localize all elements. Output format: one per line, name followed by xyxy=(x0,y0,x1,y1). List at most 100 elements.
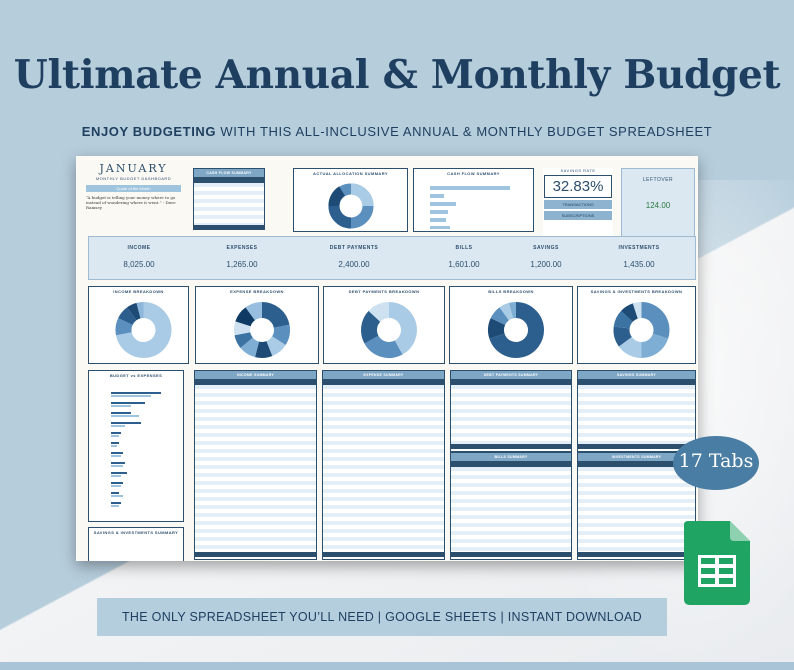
google-sheets-icon xyxy=(684,521,750,605)
bills-breakdown-title: BILLS BREAKDOWN xyxy=(488,289,534,294)
quote-label: Quote of the Month xyxy=(86,185,181,192)
leftover-label: LEFTOVER xyxy=(642,177,674,183)
bills-breakdown-card: BILLS BREAKDOWN xyxy=(449,286,573,364)
savings-rate-value: 32.83% xyxy=(544,175,612,198)
donut-slice xyxy=(234,321,251,336)
cash-flow-chart-card: CASH FLOW SUMMARY xyxy=(413,168,534,232)
debt-breakdown-title: DEBT PAYMENTS BREAKDOWN xyxy=(348,289,420,294)
donut-slice xyxy=(235,307,256,327)
donut-slice xyxy=(255,340,273,358)
savings-investments-breakdown-donut xyxy=(613,302,670,358)
donut-slice xyxy=(618,336,643,358)
bills-summary-title: BILLS SUMMARY xyxy=(451,453,571,461)
donut-slice xyxy=(364,335,403,358)
debt-summary-table: DEBT PAYMENTS SUMMARY xyxy=(450,370,572,452)
cash-flow-summary-card: CASH FLOW SUMMARY xyxy=(193,168,265,230)
donut-slice xyxy=(488,318,506,339)
donut-slice xyxy=(245,302,263,321)
cash-flow-chart-title: CASH FLOW SUMMARY xyxy=(447,171,500,176)
savings-rate-box: SAVINGS RATE 32.83% TRANSACTIONS SUBSCRI… xyxy=(543,168,613,236)
donut-slice xyxy=(499,302,514,321)
income-summary-title: INCOME SUMMARY xyxy=(195,371,316,379)
investments-summary-table: INVESTMENTS SUMMARY xyxy=(577,452,696,560)
footer-text: THE ONLY SPREADSHEET YOU’LL NEED | GOOGL… xyxy=(122,610,642,624)
tabs-badge: 17 Tabs xyxy=(673,436,759,490)
donut-slice xyxy=(240,337,260,358)
donut-slice xyxy=(261,302,290,329)
cash-flow-summary-title: CASH FLOW SUMMARY xyxy=(194,169,264,177)
bills-breakdown-donut xyxy=(488,302,544,358)
donut-slice xyxy=(115,318,133,336)
donut-slice xyxy=(640,333,669,358)
stat-debt-payments: DEBT PAYMENTS 2,400.00 xyxy=(329,245,379,269)
donut-slice xyxy=(265,335,286,357)
donut-slice xyxy=(271,324,290,346)
subline-bold: ENJOY BUDGETING xyxy=(81,124,217,139)
savings-summary-table: SAVINGS SUMMARY xyxy=(577,370,696,452)
donut-slice xyxy=(127,302,141,321)
subline-rest: WITH THIS ALL-INCLUSIVE ANNUAL & MONTHLY… xyxy=(216,124,713,139)
dashboard-subtitle: MONTHLY BUDGET DASHBOARD xyxy=(95,176,172,181)
leftover-box: LEFTOVER 124.00 xyxy=(621,168,695,246)
donut-slice xyxy=(509,302,517,319)
donut-slice xyxy=(368,302,390,323)
footer-banner: THE ONLY SPREADSHEET YOU’LL NEED | GOOGL… xyxy=(97,598,667,636)
income-summary-table: INCOME SUMMARY xyxy=(194,370,317,560)
donut-slice xyxy=(632,302,642,319)
month-header: JANUARY MONTHLY BUDGET DASHBOARD Quote o… xyxy=(86,162,181,210)
donut-slice xyxy=(490,307,510,326)
stat-bills: BILLS 1,601.00 xyxy=(448,245,480,269)
stat-investments: INVESTMENTS 1,435.00 xyxy=(618,245,660,269)
allocation-summary-card: ACTUAL ALLOCATION SUMMARY xyxy=(293,168,408,232)
leftover-value: 124.00 xyxy=(645,201,671,210)
donut-slice xyxy=(640,302,670,339)
stats-bar: INCOME 8,025.00 EXPENSES 1,265.00 DEBT PAY… xyxy=(88,236,696,280)
allocation-summary-title: ACTUAL ALLOCATION SUMMARY xyxy=(313,171,388,176)
investments-summary-title: INVESTMENTS SUMMARY xyxy=(578,453,695,461)
budget-vs-expenses-title: BUDGET vs EXPENSES xyxy=(109,373,163,378)
headline: Ultimate Annual & Monthly Budget xyxy=(13,52,781,98)
debt-summary-title: DEBT PAYMENTS SUMMARY xyxy=(451,371,571,379)
expense-summary-table: EXPENSE SUMMARY xyxy=(322,370,445,560)
cash-flow-bars xyxy=(430,186,510,229)
debt-breakdown-donut xyxy=(361,302,417,358)
donut-slice xyxy=(489,302,544,358)
donut-slice xyxy=(118,307,137,326)
savings-rate-label: SAVINGS RATE xyxy=(560,168,596,173)
savings-investments-summary-card: SAVINGS & INVESTMENTS SUMMARY xyxy=(88,527,184,561)
budget-vs-expenses-card: BUDGET vs EXPENSES xyxy=(88,370,184,522)
donut-slice xyxy=(388,302,417,355)
donut-slice xyxy=(361,310,381,344)
stat-expenses: EXPENSES 1,265.00 xyxy=(226,245,258,269)
debt-breakdown-card: DEBT PAYMENTS BREAKDOWN xyxy=(323,286,445,364)
tabs-badge-text: 17 Tabs xyxy=(678,450,754,472)
income-breakdown-title: INCOME BREAKDOWN xyxy=(113,289,164,294)
savings-investments-breakdown-card: SAVINGS & INVESTMENTS BREAKDOWN xyxy=(577,286,696,364)
subscriptions-button[interactable]: SUBSCRIPTIONS xyxy=(544,211,612,220)
stat-income: INCOME 8,025.00 xyxy=(123,245,155,269)
subline: ENJOY BUDGETING WITH THIS ALL-INCLUSIVE … xyxy=(0,124,794,139)
transactions-button[interactable]: TRANSACTIONS xyxy=(544,200,612,209)
savings-investments-breakdown-title: SAVINGS & INVESTMENTS BREAKDOWN xyxy=(590,289,683,294)
income-breakdown-card: INCOME BREAKDOWN xyxy=(88,286,189,364)
stat-savings: SAVINGS 1,200.00 xyxy=(530,245,562,269)
donut-slice xyxy=(621,303,639,323)
donut-slice xyxy=(613,310,634,330)
budget-vs-expenses-bars xyxy=(111,392,161,507)
expense-breakdown-title: EXPENSE BREAKDOWN xyxy=(230,289,284,294)
expense-breakdown-card: EXPENSE BREAKDOWN xyxy=(195,286,319,364)
bills-summary-table: BILLS SUMMARY xyxy=(450,452,572,560)
month-title: JANUARY xyxy=(99,162,168,175)
expense-breakdown-donut xyxy=(234,302,290,358)
donut-slice xyxy=(115,302,172,358)
allocation-donut xyxy=(328,183,374,229)
donut-slice xyxy=(234,331,254,348)
savings-summary-title: SAVINGS SUMMARY xyxy=(578,371,695,379)
quote-text: “A budget is telling your money where to… xyxy=(86,195,176,210)
income-breakdown-donut xyxy=(115,302,172,358)
savings-investments-summary-title: SAVINGS & INVESTMENTS SUMMARY xyxy=(93,530,179,535)
expense-summary-title: EXPENSE SUMMARY xyxy=(323,371,444,379)
donut-slice xyxy=(613,326,633,347)
dashboard-screenshot: JANUARY MONTHLY BUDGET DASHBOARD Quote o… xyxy=(76,156,698,561)
donut-slice xyxy=(136,302,144,319)
